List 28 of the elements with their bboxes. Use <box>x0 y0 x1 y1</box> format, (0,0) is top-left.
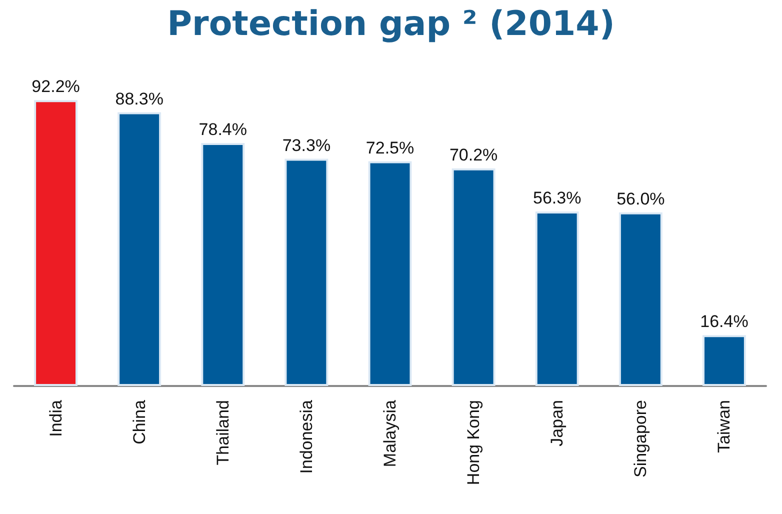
data-label: 73.3% <box>282 136 331 155</box>
bar <box>284 158 328 386</box>
data-label: 70.2% <box>449 145 498 164</box>
x-tick-label: China <box>130 399 149 444</box>
bar <box>34 100 78 386</box>
bar <box>535 211 579 386</box>
x-tick-label: Japan <box>548 400 567 446</box>
x-tick-label: Hong Kong <box>464 400 484 486</box>
bar <box>618 212 662 386</box>
x-tick-label: Taiwan <box>714 400 734 453</box>
data-label: 78.4% <box>198 120 247 139</box>
x-tick-label: Indonesia <box>296 399 316 474</box>
bar <box>201 142 245 386</box>
bar <box>118 112 162 386</box>
x-tick-label: Singapore <box>631 400 650 478</box>
x-tick-label: Thailand <box>213 400 232 466</box>
x-tick-label: Malaysia <box>380 399 400 468</box>
bar <box>702 335 746 386</box>
x-tick-label: India <box>46 399 66 437</box>
bar <box>452 168 496 386</box>
data-label: 92.2% <box>32 77 80 96</box>
data-label: 72.5% <box>366 138 414 158</box>
data-label: 16.4% <box>700 312 748 332</box>
data-label: 88.3% <box>115 89 164 108</box>
data-label: 56.0% <box>616 189 665 208</box>
chart-title: Protection gap ² (2014) <box>167 4 615 44</box>
data-label: 56.3% <box>533 188 582 208</box>
bar <box>368 161 412 386</box>
